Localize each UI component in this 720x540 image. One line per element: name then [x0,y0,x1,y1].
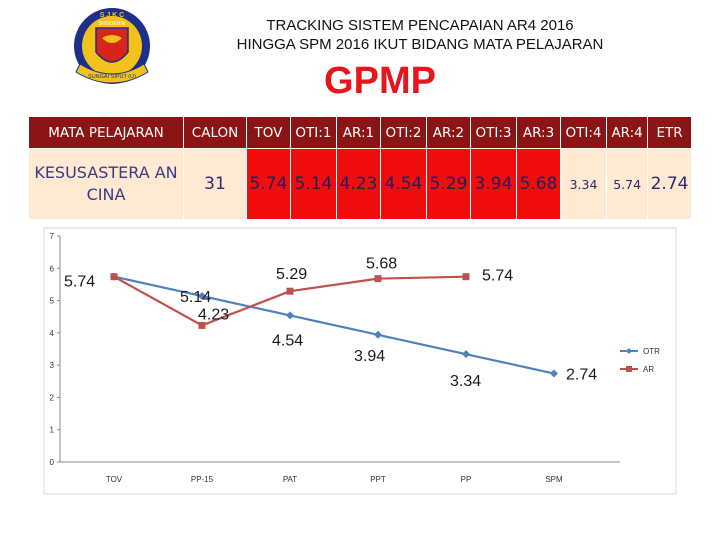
cell-ar3: 5.68 [516,148,561,220]
data-label: 5.74 [482,268,513,285]
series-line-otr [113,275,555,375]
data-label: 3.34 [450,373,481,390]
col-header-ar1: AR:1 [336,116,381,149]
x-tick-label: PPT [370,475,386,484]
col-header-etr: ETR [647,116,692,149]
y-tick-label: 5 [50,297,55,306]
data-label: 2.74 [566,367,597,384]
results-table: MATA PELAJARAN CALON TOV OTI:1 AR:1 OTI:… [28,116,692,220]
data-label: 4.54 [272,332,303,349]
col-header-ar3: AR:3 [516,116,561,149]
data-label: 5.68 [366,256,397,273]
x-tick-label: PP-15 [191,475,214,484]
data-point-ar [198,321,206,329]
table-row: KESUSASTERA AN CINA 31 5.74 5.14 4.23 4.… [28,148,692,220]
data-point-otr [286,311,294,320]
crest-ribbon [75,63,149,84]
data-point-ar [374,275,382,283]
col-header-subject: MATA PELAJARAN [28,116,184,149]
data-point-otr [462,350,470,359]
school-crest-icon: S J K C SHOOKHIN SUNGAI SIPUT (U) [74,8,150,84]
crest-text-bottom: SUNGAI SIPUT (U) [88,74,136,80]
chart-area: 0 1 2 3 4 5 6 7 TOV PP-15 PAT PPT PP SPM 5.74 5.14 4.54 3… [40,226,680,496]
data-label: 5.14 [180,289,211,306]
x-tick-label: PP [461,475,472,484]
cell-subject: KESUSASTERA AN CINA [28,148,184,220]
title-line-2: HINGGA SPM 2016 IKUT BIDANG MATA PELAJAR… [236,36,604,53]
col-header-oti3: OTI:3 [469,116,518,149]
col-header-calon: CALON [183,116,247,149]
cell-oti3: 3.94 [469,148,518,220]
subject-code: GPMP [324,60,436,102]
y-tick-label: 3 [50,361,55,370]
cell-tov: 5.74 [246,148,291,220]
y-tick-label: 2 [50,393,55,402]
crest-text-top: S J K C [100,12,125,19]
table-header-row: MATA PELAJARAN CALON TOV OTI:1 AR:1 OTI:… [28,116,692,149]
data-label: 3.94 [354,348,385,365]
line-chart: 0 1 2 3 4 5 6 7 TOV PP-15 PAT PPT PP SPM 5.74 5.14 4.54 3… [43,227,677,495]
cell-calon: 31 [183,148,247,220]
cell-etr: 2.74 [647,148,692,220]
col-header-tov: TOV [246,116,291,149]
title-line-1: TRACKING SISTEM PENCAPAIAN AR4 2016 [266,17,574,34]
data-point-otr [198,292,206,301]
data-point-ar [462,273,470,281]
y-tick-label: 6 [50,264,55,273]
page-title: TRACKING SISTEM PENCAPAIAN AR4 2016 HING… [170,16,670,54]
cell-ar1: 4.23 [336,148,381,220]
x-tick-label: SPM [545,475,563,484]
legend-label-ar: AR [643,365,654,374]
cell-oti4: 3.34 [559,148,608,220]
col-header-ar2: AR:2 [426,116,471,149]
legend-marker [626,348,632,354]
data-label: 5.74 [64,274,95,291]
legend-label-otr: OTR [643,347,660,356]
chart-frame [43,227,677,495]
crest-shield [95,27,129,63]
y-tick-label: 1 [50,426,55,435]
x-tick-label: PAT [283,475,297,484]
col-header-oti1: OTI:1 [289,116,338,149]
x-tick-label: TOV [106,475,123,484]
crest-text-mid: SHOOKHIN [99,21,126,27]
crest-emblem [102,35,122,43]
y-tick-label: 4 [50,329,55,338]
cell-oti2: 4.54 [379,148,428,220]
y-tick-label: 7 [50,232,55,241]
cell-ar4: 5.74 [606,148,649,220]
data-point-ar [110,273,118,281]
data-point-otr [550,369,558,378]
y-tick-label: 0 [50,458,55,467]
col-header-oti2: OTI:2 [379,116,428,149]
cell-ar2: 5.29 [426,148,471,220]
data-label: 5.29 [276,266,307,283]
cell-oti1: 5.14 [289,148,338,220]
data-point-otr [374,330,382,339]
col-header-oti4: OTI:4 [559,116,608,149]
data-point-ar [286,287,294,295]
data-label: 4.23 [198,306,229,323]
legend-marker [626,366,632,372]
col-header-ar4: AR:4 [606,116,649,149]
